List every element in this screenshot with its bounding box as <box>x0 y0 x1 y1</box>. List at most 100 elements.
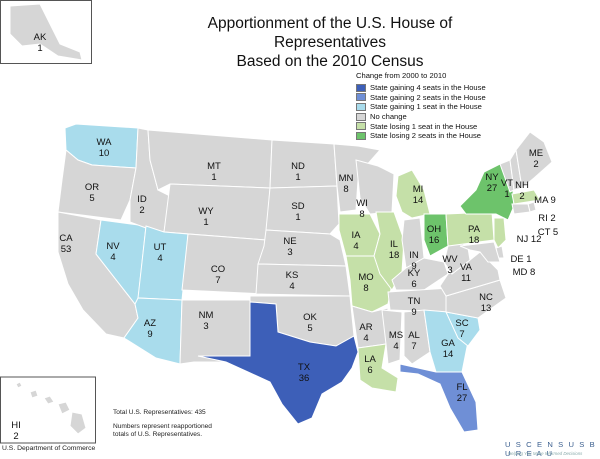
state-label-wy: WY 1 <box>198 206 214 228</box>
state-label-ar: AR 4 <box>359 322 372 344</box>
state-label-sd: SD 1 <box>291 201 304 223</box>
state-md <box>459 241 501 263</box>
state-label-ma: MA 9 <box>534 195 556 206</box>
state-label-sc: SC 7 <box>455 318 468 340</box>
legend-item-gain4: State gaining 4 seats in the House <box>356 83 486 93</box>
state-me <box>515 131 553 189</box>
legend-item-lose1: State losing 1 seat in the House <box>356 121 486 131</box>
state-label-ms: MS 4 <box>389 330 403 352</box>
legend-label: State gaining 4 seats in the House <box>370 83 486 93</box>
state-nj <box>493 217 507 249</box>
state-label-ak: AK 1 <box>34 32 47 54</box>
state-label-al: AL 7 <box>408 330 420 352</box>
state-ma <box>511 189 541 205</box>
state-hi <box>15 381 23 389</box>
state-fl <box>399 363 479 433</box>
legend-swatch <box>356 122 366 131</box>
state-label-va: VA 11 <box>460 262 473 284</box>
state-label-az: AZ 9 <box>144 318 156 340</box>
state-label-la: LA 6 <box>364 354 376 376</box>
state-mt <box>147 129 273 191</box>
state-hi <box>69 411 87 435</box>
state-label-il: IL 18 <box>389 239 400 261</box>
state-la <box>357 343 399 393</box>
title-line: Apportionment of the U.S. House of Repre… <box>207 15 453 51</box>
state-hi <box>43 395 55 405</box>
state-label-de: DE 1 <box>510 254 531 265</box>
state-label-ri: RI 2 <box>538 213 555 224</box>
legend-label: State gaining 2 seats in the House <box>370 92 486 102</box>
legend-title: Change from 2000 to 2010 <box>356 71 447 80</box>
state-wy <box>163 183 271 241</box>
state-label-mi: MI 14 <box>413 184 424 206</box>
legend: Change from 2000 to 2010 State gaining 4… <box>356 71 486 141</box>
state-il <box>373 211 405 291</box>
state-sd <box>265 185 340 235</box>
state-tx <box>197 301 359 425</box>
state-label-me: ME 2 <box>529 148 543 170</box>
state-label-co: CO 7 <box>211 264 225 286</box>
state-label-fl: FL 27 <box>456 382 467 404</box>
state-label-vt: VT 1 <box>501 178 513 200</box>
state-label-ia: IA 4 <box>352 230 362 252</box>
state-label-ut: UT 4 <box>154 242 167 264</box>
state-label-id: ID 2 <box>137 194 147 216</box>
state-label-nh: NH 2 <box>515 180 529 202</box>
state-label-ky: KY 6 <box>408 268 421 290</box>
state-label-ok: OK 5 <box>303 312 317 334</box>
legend-swatch <box>356 102 366 111</box>
census-bureau-logo: U S C E N S U S B U R E A U <box>505 440 597 458</box>
legend-swatch <box>356 83 366 92</box>
legend-swatch <box>356 131 366 140</box>
legend-item-gain2: State gaining 2 seats in the House <box>356 93 486 103</box>
state-label-oh: OH 16 <box>427 224 441 246</box>
state-nm <box>179 299 251 365</box>
state-label-mo: MO 8 <box>358 272 373 294</box>
state-ct <box>511 203 531 215</box>
state-label-mn: MN 8 <box>339 173 354 195</box>
subtitle-line: Based on the 2010 Census <box>236 53 424 70</box>
state-label-wi: WI 8 <box>356 198 368 220</box>
state-al <box>403 309 431 365</box>
state-label-pa: PA 18 <box>468 224 481 246</box>
department-credit: U.S. Department of Commerce <box>2 445 96 452</box>
state-label-ca: CA 53 <box>59 233 73 255</box>
state-label-nv: NV 4 <box>106 241 120 263</box>
state-label-nm: NM 3 <box>199 310 214 332</box>
state-label-ga: GA 14 <box>441 338 455 360</box>
state-label-tn: TN 9 <box>408 296 421 318</box>
alaska-inset-frame <box>0 0 92 64</box>
state-label-wa: WA 10 <box>97 137 113 159</box>
legend-item-lose2: State losing 2 seats in the House <box>356 131 486 141</box>
state-label-or: OR 5 <box>85 182 99 204</box>
legend-label: State gaining 1 seat in the House <box>370 102 482 112</box>
legend-swatch <box>356 93 366 102</box>
legend-label: State losing 1 seat in the House <box>370 121 478 131</box>
state-oh <box>423 213 449 257</box>
state-label-wv: WV 3 <box>442 254 458 276</box>
map-title: Apportionment of the U.S. House of Repre… <box>150 14 510 71</box>
state-label-nc: NC 13 <box>479 292 493 314</box>
state-label-tx: TX 36 <box>298 362 311 384</box>
state-label-ks: KS 4 <box>286 270 299 292</box>
state-hi <box>57 401 71 415</box>
state-ak <box>9 3 83 61</box>
legend-label: No change <box>370 112 407 122</box>
state-label-ne: NE 3 <box>283 236 296 258</box>
legend-item-nochange: No change <box>356 112 486 122</box>
total-representatives: Total U.S. Representatives: 435 <box>113 409 206 416</box>
state-ms <box>381 309 403 365</box>
state-label-nj: NJ 12 <box>517 234 542 245</box>
state-ne <box>257 229 347 267</box>
state-ks <box>255 263 351 297</box>
state-label-md: MD 8 <box>513 267 536 278</box>
legend-swatch <box>356 112 366 121</box>
state-mi <box>395 169 431 219</box>
state-label-hi: HI 2 <box>11 420 21 442</box>
state-ut <box>137 225 189 301</box>
legend-item-gain1: State gaining 1 seat in the House <box>356 102 486 112</box>
state-label-mt: MT 1 <box>207 161 221 183</box>
state-label-nd: ND 1 <box>291 161 305 183</box>
reapportion-note: Numbers represent reapportioned totals o… <box>113 423 212 438</box>
